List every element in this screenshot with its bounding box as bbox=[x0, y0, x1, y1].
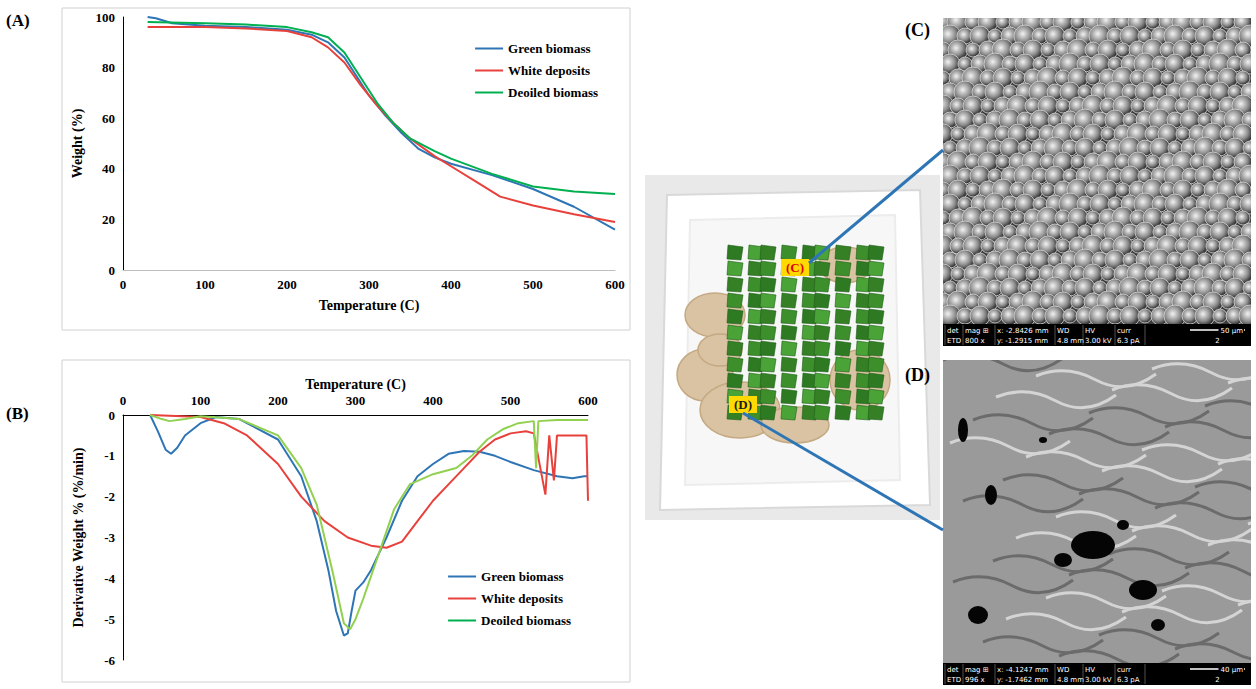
svg-text:0: 0 bbox=[109, 408, 116, 423]
svg-text:y: -1.2915 mm: y: -1.2915 mm bbox=[997, 337, 1048, 345]
svg-text:Deoiled biomass: Deoiled biomass bbox=[508, 85, 598, 100]
svg-text:Temperature (C): Temperature (C) bbox=[319, 298, 420, 314]
svg-text:-2: -2 bbox=[104, 489, 115, 504]
svg-text:(A): (A) bbox=[6, 11, 30, 30]
svg-text:100: 100 bbox=[191, 393, 211, 408]
html-text:(C): (C) bbox=[905, 20, 930, 40]
svg-text:6.3 pA: 6.3 pA bbox=[1117, 337, 1140, 345]
svg-text:4.8 mm: 4.8 mm bbox=[1057, 337, 1084, 345]
svg-text:x: -2.8426 mm: x: -2.8426 mm bbox=[997, 327, 1049, 335]
svg-text:mag ⊞: mag ⊞ bbox=[965, 666, 989, 674]
svg-text:Deoiled biomass: Deoiled biomass bbox=[481, 613, 571, 628]
html-text:(D): (D) bbox=[905, 365, 930, 385]
svg-text:y: -1.7462 mm: y: -1.7462 mm bbox=[997, 676, 1048, 684]
svg-text:Weight (%): Weight (%) bbox=[70, 108, 86, 178]
svg-text:2: 2 bbox=[1215, 676, 1219, 684]
svg-text:HV: HV bbox=[1085, 327, 1095, 335]
svg-text:0: 0 bbox=[120, 277, 127, 292]
svg-text:(D): (D) bbox=[734, 397, 752, 412]
svg-text:x: -4.1247 mm: x: -4.1247 mm bbox=[997, 666, 1049, 674]
svg-text:100: 100 bbox=[96, 10, 116, 25]
svg-text:996 x: 996 x bbox=[965, 676, 985, 684]
svg-text:300: 300 bbox=[359, 277, 379, 292]
svg-text:det: det bbox=[947, 327, 959, 335]
svg-text:600: 600 bbox=[605, 277, 625, 292]
svg-text:ETD: ETD bbox=[947, 337, 961, 345]
svg-text:WD: WD bbox=[1057, 327, 1069, 335]
svg-text:WD: WD bbox=[1057, 666, 1069, 674]
svg-text:3.00 kV: 3.00 kV bbox=[1085, 676, 1112, 684]
svg-text:Green biomass: Green biomass bbox=[508, 41, 590, 56]
svg-text:-6: -6 bbox=[104, 653, 115, 668]
svg-text:(B): (B) bbox=[6, 404, 29, 423]
svg-text:6.3 pA: 6.3 pA bbox=[1117, 676, 1140, 684]
svg-text:4.8 mm: 4.8 mm bbox=[1057, 676, 1084, 684]
svg-text:-1: -1 bbox=[104, 448, 115, 463]
svg-text:0: 0 bbox=[109, 263, 116, 278]
svg-text:0: 0 bbox=[120, 393, 127, 408]
svg-text:50 µm: 50 µm bbox=[1221, 327, 1244, 335]
svg-text:200: 200 bbox=[268, 393, 288, 408]
svg-text:80: 80 bbox=[102, 60, 115, 75]
svg-text:(C): (C) bbox=[786, 260, 804, 275]
svg-text:White deposits: White deposits bbox=[508, 63, 590, 78]
svg-text:40 µm: 40 µm bbox=[1221, 666, 1244, 674]
svg-text:200: 200 bbox=[277, 277, 297, 292]
svg-text:det: det bbox=[947, 666, 959, 674]
svg-text:600: 600 bbox=[578, 393, 598, 408]
svg-text:HV: HV bbox=[1085, 666, 1095, 674]
svg-text:curr: curr bbox=[1117, 666, 1131, 674]
svg-text:500: 500 bbox=[523, 277, 543, 292]
svg-text:2: 2 bbox=[1215, 337, 1219, 345]
svg-text:-5: -5 bbox=[104, 612, 115, 627]
svg-text:Green biomass: Green biomass bbox=[481, 569, 563, 584]
svg-text:400: 400 bbox=[441, 277, 461, 292]
svg-text:40: 40 bbox=[102, 161, 115, 176]
svg-text:400: 400 bbox=[423, 393, 443, 408]
svg-text:20: 20 bbox=[102, 212, 115, 227]
svg-text:300: 300 bbox=[346, 393, 366, 408]
svg-text:-3: -3 bbox=[104, 530, 115, 545]
svg-text:500: 500 bbox=[501, 393, 521, 408]
svg-text:Temperature (C): Temperature (C) bbox=[305, 377, 406, 393]
svg-text:100: 100 bbox=[195, 277, 215, 292]
svg-text:-4: -4 bbox=[104, 571, 115, 586]
svg-text:60: 60 bbox=[102, 111, 115, 126]
svg-text:White deposits: White deposits bbox=[481, 591, 563, 606]
svg-text:curr: curr bbox=[1117, 327, 1131, 335]
svg-text:800 x: 800 x bbox=[965, 337, 985, 345]
svg-text:ETD: ETD bbox=[947, 676, 961, 684]
svg-text:3.00 kV: 3.00 kV bbox=[1085, 337, 1112, 345]
svg-text:Derivative Weight % (%/min): Derivative Weight % (%/min) bbox=[71, 447, 87, 627]
svg-text:mag ⊞: mag ⊞ bbox=[965, 327, 989, 335]
